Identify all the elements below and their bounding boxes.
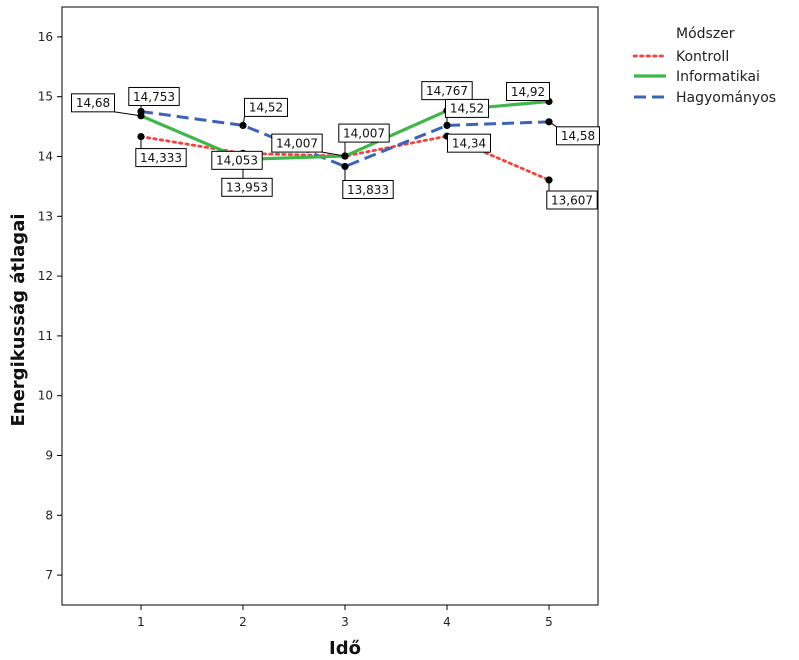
- legend-item-informatikai: Informatikai: [634, 69, 760, 85]
- x-tick-label: 4: [443, 615, 451, 629]
- data-point-informatikai: [341, 152, 349, 160]
- y-tick-label: 12: [38, 269, 53, 283]
- x-tick-label: 2: [239, 615, 247, 629]
- data-point-hagyomanyos: [545, 118, 553, 126]
- data-label-box: [71, 93, 115, 113]
- data-label-text: 14,34: [452, 136, 486, 150]
- data-label-box: [546, 190, 598, 210]
- data-label-box: [211, 150, 263, 170]
- data-label-text: 14,333: [140, 151, 182, 165]
- data-label-text: 13,607: [551, 193, 593, 207]
- data-label-kontroll: 13,607: [546, 190, 598, 210]
- data-label-text: 14,52: [249, 101, 283, 115]
- legend: Módszer Kontroll Informatikai Hagyományos: [632, 26, 776, 106]
- data-label-hagyomanyos: 14,52: [445, 98, 489, 118]
- legend-item-kontroll: Kontroll: [632, 49, 729, 65]
- data-point-hagyomanyos: [137, 107, 145, 116]
- data-label-hagyomanyos: 14,52: [244, 97, 288, 117]
- y-tick-label: 8: [45, 508, 53, 522]
- data-label-hagyomanyos: 14,58: [556, 126, 600, 146]
- data-label-kontroll: 14,007: [271, 133, 323, 153]
- x-axis-title: Idő: [329, 638, 361, 659]
- y-tick-label: 10: [38, 389, 53, 403]
- data-point-hagyomanyos: [239, 121, 247, 130]
- data-label-text: 14,68: [76, 96, 110, 110]
- data-label-box: [342, 179, 394, 199]
- data-label-box: [338, 123, 390, 143]
- data-label-text: 14,007: [276, 136, 318, 150]
- data-label-box: [445, 98, 489, 118]
- data-label-informatikai: 14,767: [421, 81, 473, 101]
- data-label-box: [447, 133, 491, 153]
- data-label-box: [244, 97, 288, 117]
- data-label-text: 14,053: [216, 154, 258, 168]
- data-label-text: 14,52: [450, 102, 484, 116]
- y-axis: 7 8 9 10 11 12 13 14 15 16: [38, 30, 62, 582]
- data-point-hagyomanyos: [443, 121, 451, 130]
- legend-label: Informatikai: [676, 69, 760, 85]
- data-label-text: 13,833: [347, 183, 389, 197]
- data-label-box: [556, 126, 600, 146]
- data-label-text: 14,007: [343, 126, 385, 140]
- data-label-box: [128, 86, 180, 106]
- data-label-hagyomanyos: 13,833: [342, 179, 394, 199]
- y-tick-label: 7: [45, 568, 53, 582]
- y-axis-title: Energikusság átlagai: [8, 213, 29, 426]
- data-label-box: [221, 177, 273, 197]
- y-tick-label: 15: [38, 90, 53, 104]
- data-label-informatikai: 14,68: [71, 93, 115, 113]
- data-label-text: 14,767: [426, 84, 468, 98]
- data-label-leader: [114, 111, 142, 117]
- data-label-kontroll: 14,333: [135, 148, 187, 168]
- data-label-box: [506, 81, 550, 101]
- legend-title: Módszer: [676, 26, 735, 42]
- y-tick-label: 14: [38, 150, 53, 164]
- legend-label: Kontroll: [676, 49, 729, 65]
- data-label-box: [271, 133, 323, 153]
- x-tick-label: 1: [137, 615, 145, 629]
- x-tick-label: 3: [341, 615, 349, 629]
- data-label-informatikai: 14,007: [338, 123, 390, 143]
- data-label-kontroll: 14,053: [211, 150, 263, 170]
- data-point-kontroll: [137, 132, 145, 141]
- data-label-informatikai: 13,953: [221, 177, 273, 197]
- x-tick-label: 5: [545, 615, 553, 629]
- y-tick-label: 11: [38, 329, 53, 343]
- data-label-leader: [322, 151, 346, 157]
- data-label-text: 14,92: [511, 85, 545, 99]
- legend-label: Hagyományos: [676, 90, 776, 106]
- data-label-kontroll: 14,34: [447, 133, 491, 153]
- y-tick-label: 13: [38, 209, 53, 223]
- data-label-hagyomanyos: 14,753: [128, 86, 180, 106]
- data-labels: 14,333 14,053 14,007 14,34 13,607 14,68 13,953…: [71, 81, 600, 210]
- data-point-hagyomanyos: [341, 162, 349, 171]
- legend-item-hagyomanyos: Hagyományos: [634, 90, 776, 106]
- y-tick-label: 9: [45, 449, 53, 463]
- data-label-informatikai: 14,92: [506, 81, 550, 101]
- x-axis: 1 2 3 4 5: [137, 605, 553, 629]
- data-point-kontroll: [545, 176, 553, 184]
- data-label-text: 14,58: [561, 129, 595, 143]
- y-tick-label: 16: [38, 30, 53, 44]
- data-label-text: 14,753: [133, 90, 175, 104]
- data-label-text: 13,953: [226, 181, 268, 195]
- data-label-box: [135, 148, 187, 168]
